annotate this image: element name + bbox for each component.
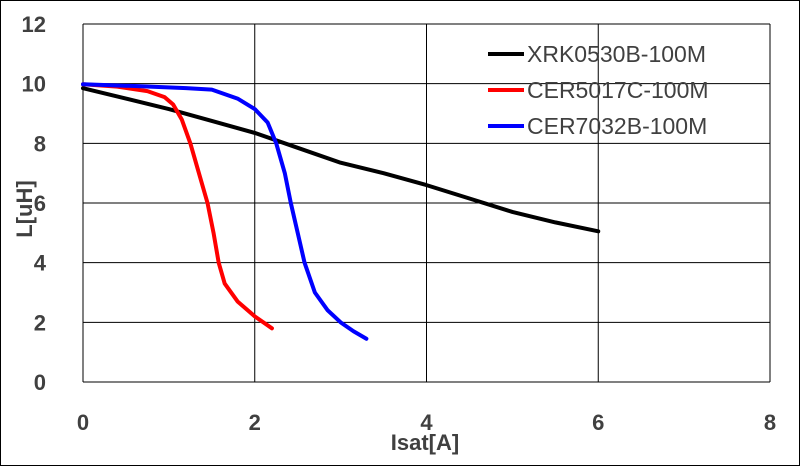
y-tick-label: 10 bbox=[22, 72, 46, 97]
y-tick-label: 0 bbox=[34, 370, 46, 395]
x-axis-title: Isat[A] bbox=[391, 430, 459, 455]
x-tick-label: 8 bbox=[764, 410, 776, 435]
y-tick-label: 12 bbox=[22, 12, 46, 37]
legend-label-2: CER5017C-100M bbox=[527, 77, 709, 103]
legend-label-1: XRK0530B-100M bbox=[527, 41, 706, 67]
series-line-1 bbox=[81, 86, 601, 234]
tick-labels: 0 2 4 6 8 10 12 0 2 4 6 8 bbox=[22, 12, 777, 435]
series-line-3 bbox=[81, 82, 369, 341]
y-axis-title: L[uH] bbox=[12, 180, 37, 237]
legend: XRK0530B-100M CER5017C-100M CER7032B-100M bbox=[488, 41, 709, 139]
x-tick-label: 4 bbox=[420, 410, 433, 435]
x-tick-label: 6 bbox=[592, 410, 604, 435]
series-line-2 bbox=[81, 82, 274, 331]
y-tick-label: 8 bbox=[34, 131, 46, 156]
y-tick-label: 4 bbox=[34, 251, 47, 276]
legend-label-3: CER7032B-100M bbox=[527, 113, 707, 139]
x-tick-label: 2 bbox=[249, 410, 261, 435]
x-tick-label: 0 bbox=[77, 410, 89, 435]
series-layer bbox=[81, 82, 601, 341]
y-tick-label: 2 bbox=[34, 310, 46, 335]
y-tick-label: 6 bbox=[34, 191, 46, 216]
grid bbox=[82, 23, 771, 383]
